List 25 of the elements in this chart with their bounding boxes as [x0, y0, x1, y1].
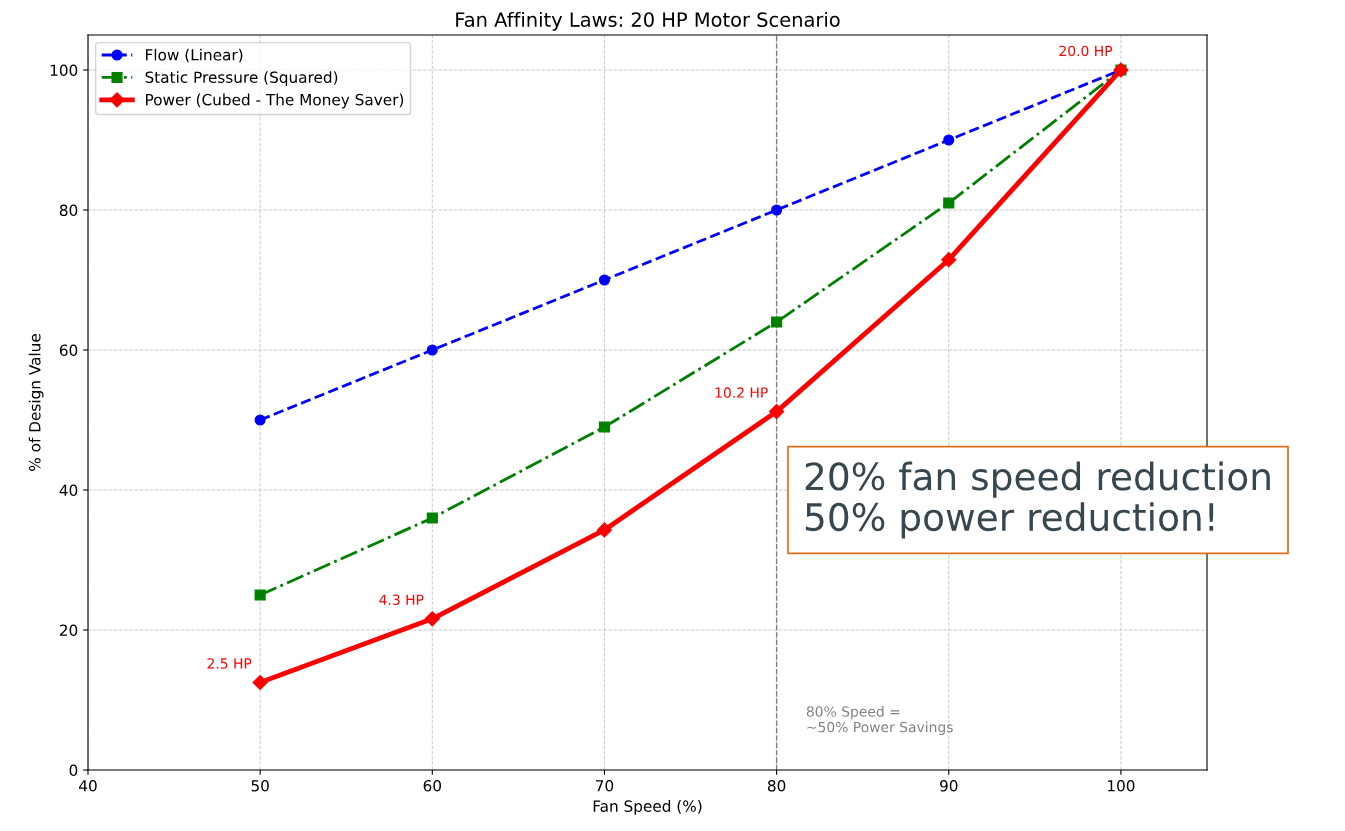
annotation: 10.2 HP: [715, 387, 768, 398]
annotation: 20% fan speed reduction 50% power reduction!: [805, 461, 1270, 539]
legend-label: Static Pressure (Squared): [145, 71, 338, 86]
y-tick-label: 40: [59, 484, 78, 497]
x-tick-label: 60: [423, 779, 442, 792]
annotation: 20.0 HP: [1059, 45, 1113, 57]
x-tick-label: 80: [767, 779, 786, 792]
y-tick-label: 20: [59, 624, 78, 637]
x-tick-label: 40: [79, 779, 97, 792]
y-tick-label: 60: [59, 344, 78, 357]
x-axis-title: Fan Speed (%): [593, 800, 702, 815]
x-tick-label: 90: [940, 779, 958, 792]
y-tick-label: 100: [50, 64, 78, 77]
y-tick-label: 80: [59, 204, 78, 217]
chart-title: Fan Affinity Laws: 20 HP Motor Scenario: [456, 11, 840, 31]
x-tick-label: 70: [595, 779, 614, 792]
annotation: 2.5 HP: [207, 658, 252, 669]
annotation: 4.3 HP: [379, 594, 424, 605]
ref-line-label: 80% Speed = ~50% Power Savings: [806, 706, 953, 735]
x-tick-label: 100: [1108, 779, 1135, 792]
y-tick-label: 0: [69, 764, 78, 777]
legend-label: Flow (Linear): [146, 48, 243, 63]
y-axis-title: % of Design Value: [28, 334, 44, 471]
x-tick-label: 50: [251, 779, 269, 792]
legend-label: Power (Cubed - The Money Saver): [146, 93, 404, 109]
